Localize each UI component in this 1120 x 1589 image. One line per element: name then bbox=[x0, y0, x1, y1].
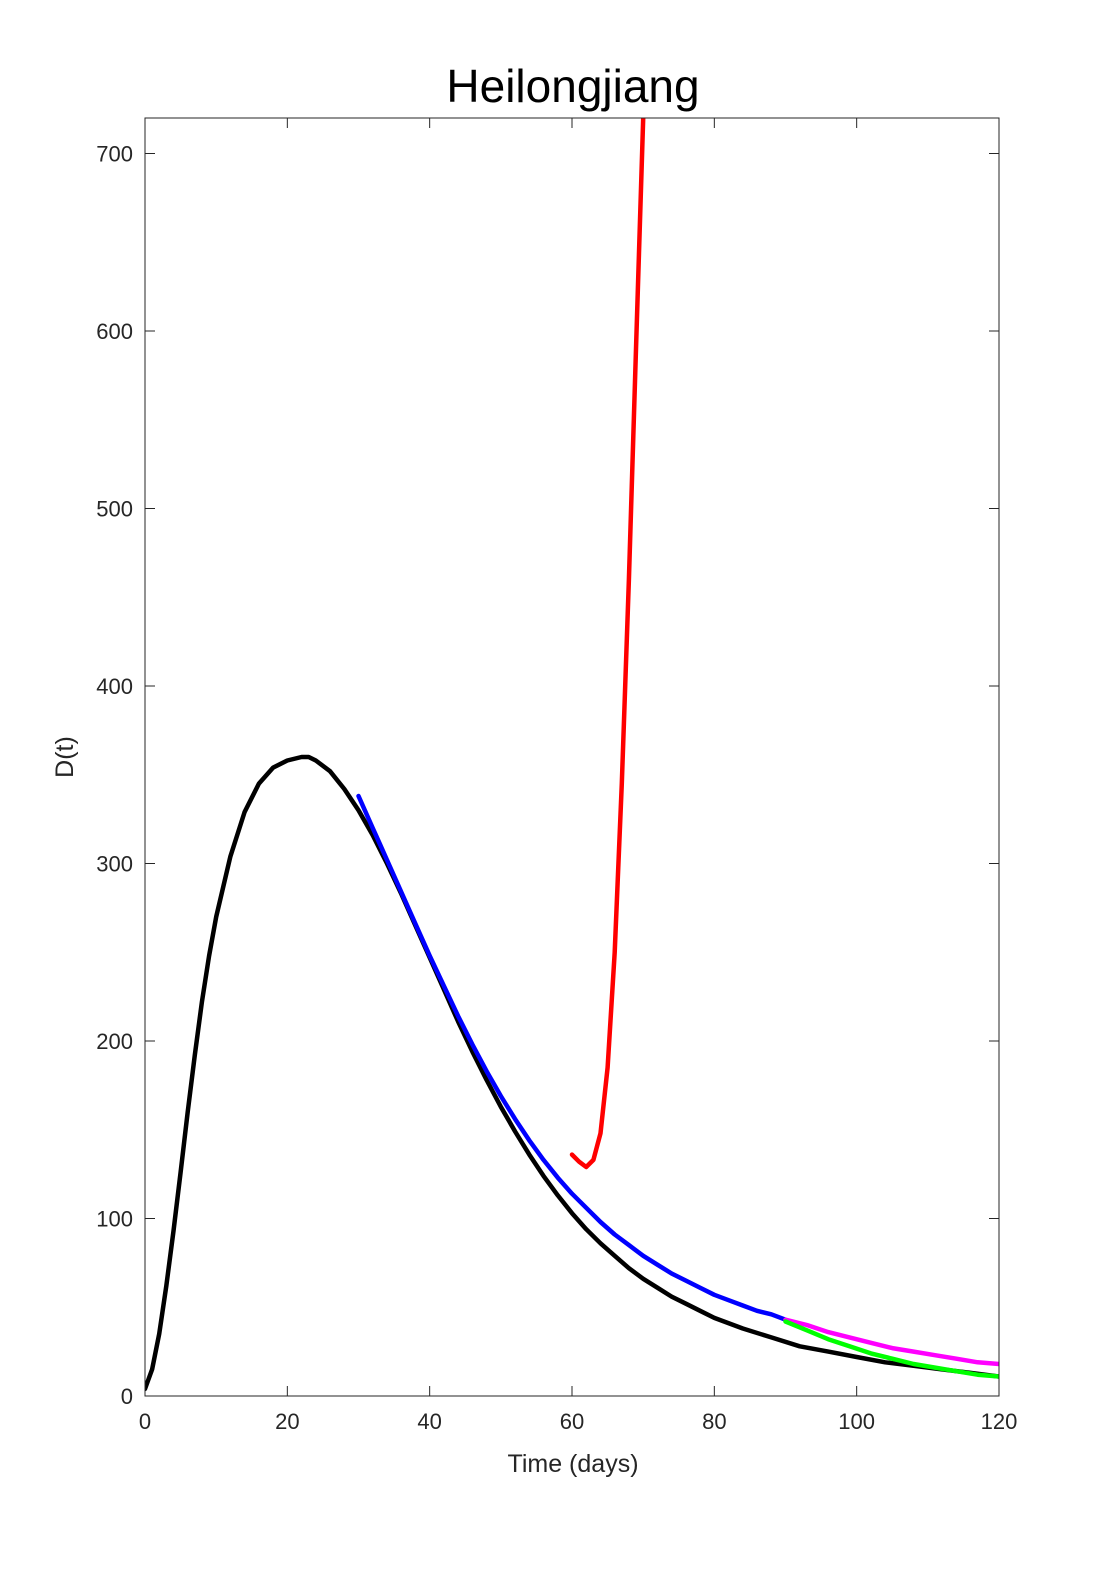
y-axis: 0 100 200 300 400 500 600 700 bbox=[96, 142, 999, 1409]
x-tick-label: 120 bbox=[981, 1409, 1018, 1434]
x-tick-label: 100 bbox=[838, 1409, 875, 1434]
x-axis-label: Time (days) bbox=[507, 1450, 638, 1478]
x-tick-label: 80 bbox=[702, 1409, 726, 1434]
y-tick-label: 0 bbox=[121, 1384, 133, 1409]
chart-title: Heilongjiang bbox=[446, 60, 699, 112]
y-tick-label: 200 bbox=[96, 1029, 133, 1054]
y-tick-label: 100 bbox=[96, 1207, 133, 1232]
x-tick-label: 20 bbox=[275, 1409, 299, 1434]
y-tick-label: 300 bbox=[96, 852, 133, 877]
x-tick-label: 60 bbox=[560, 1409, 584, 1434]
x-axis: 0 20 40 60 80 100 120 bbox=[139, 118, 1017, 1434]
x-tick-label: 40 bbox=[417, 1409, 441, 1434]
series-line-3 bbox=[569, 118, 646, 1170]
series-line-1 bbox=[145, 754, 999, 1392]
plot-frame bbox=[144, 117, 1000, 1397]
series-line-4 bbox=[783, 1317, 999, 1367]
y-tick-label: 500 bbox=[96, 497, 133, 522]
x-tick-label: 0 bbox=[139, 1409, 151, 1434]
y-tick-label: 400 bbox=[96, 674, 133, 699]
y-tick-label: 700 bbox=[96, 142, 133, 167]
y-axis-label: D(t) bbox=[51, 736, 79, 778]
plot-content bbox=[145, 118, 999, 1392]
series-line-2 bbox=[356, 793, 788, 1322]
y-tick-label: 600 bbox=[96, 319, 133, 344]
series-line-5 bbox=[783, 1319, 999, 1379]
